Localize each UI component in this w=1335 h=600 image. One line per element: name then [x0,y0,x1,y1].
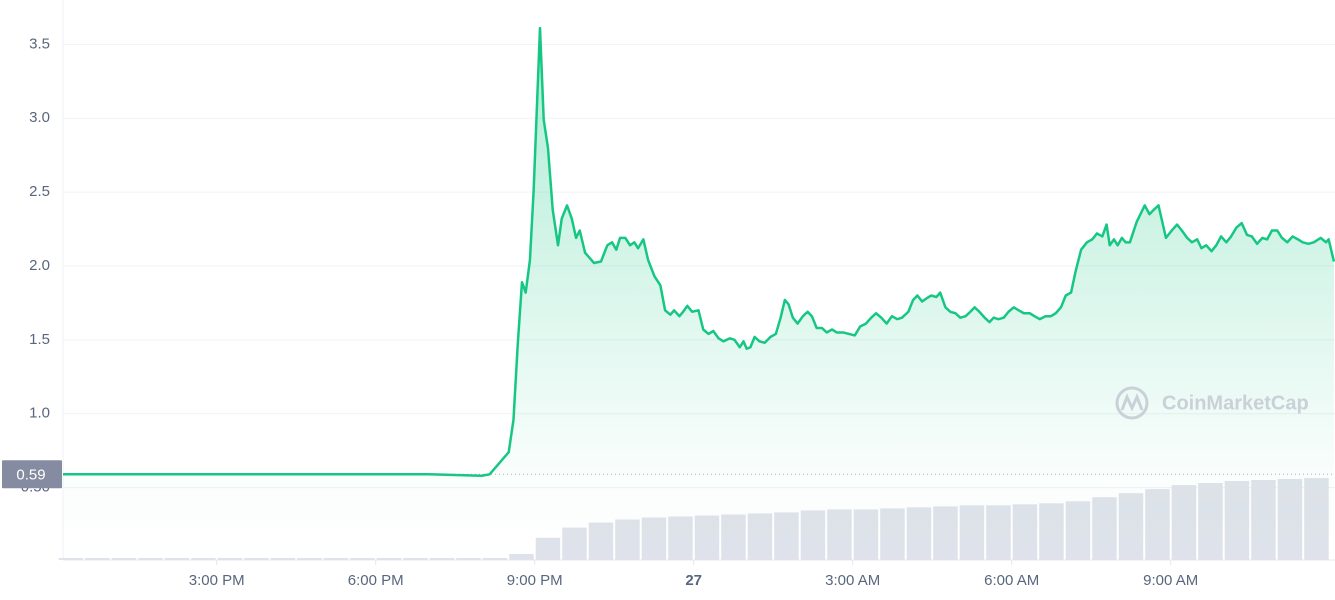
watermark-logo-mark [1120,393,1144,412]
x-tick-label: 9:00 AM [1143,572,1198,589]
y-tick-label: 2.0 [29,257,50,274]
x-tick-label: 6:00 PM [348,572,404,589]
price-line [63,26,1335,478]
y-tick-label: 3.0 [29,109,50,126]
y-tick-label: 2.5 [29,183,50,200]
current-price-badge [2,460,62,489]
current-price-label: 0.59 [16,466,45,483]
y-tick-label: 1.0 [29,405,50,422]
price-area [63,28,1334,560]
x-tick-label: 9:00 PM [507,572,563,589]
x-tick-label: 6:00 AM [984,572,1039,589]
x-tick-label: 3:00 AM [825,572,880,589]
y-tick-label: 3.5 [29,35,50,52]
x-tick-label: 3:00 PM [189,572,245,589]
watermark-logo [1115,386,1149,420]
axes: 0.501.01.52.02.53.03.53:00 PM6:00 PM9:00… [2,35,1198,589]
y-tick-label: 1.5 [29,331,50,348]
watermark: CoinMarketCap [1115,386,1309,420]
x-tick-label: 27 [685,572,702,589]
watermark-text: CoinMarketCap [1162,392,1309,414]
plot [63,26,1335,560]
